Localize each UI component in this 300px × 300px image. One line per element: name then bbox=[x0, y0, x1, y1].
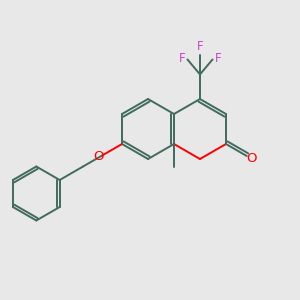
Text: O: O bbox=[93, 150, 104, 163]
Text: F: F bbox=[178, 52, 185, 65]
Text: F: F bbox=[197, 40, 203, 52]
Text: F: F bbox=[215, 52, 221, 65]
Text: O: O bbox=[246, 152, 257, 165]
